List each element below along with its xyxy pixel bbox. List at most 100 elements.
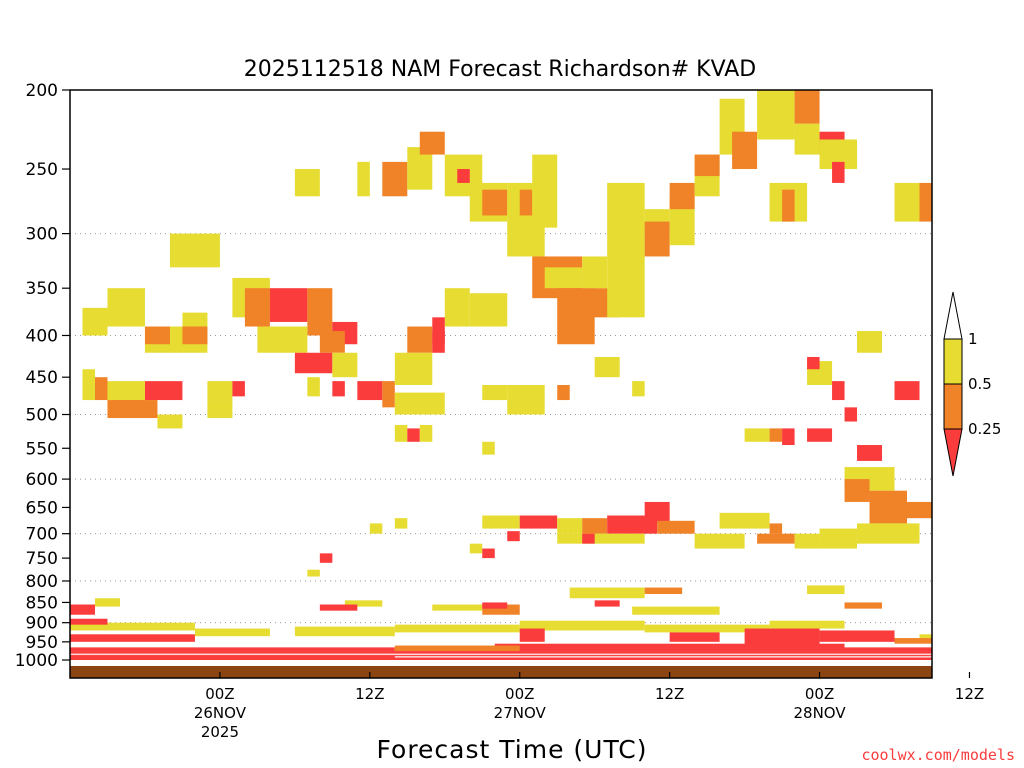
ri-cell <box>807 428 833 442</box>
ri-cell <box>182 326 208 345</box>
ri-cell <box>394 424 408 442</box>
ri-cell <box>744 628 820 646</box>
ri-cell <box>857 445 883 461</box>
ri-cell <box>644 587 683 595</box>
ri-cell <box>482 602 508 609</box>
ri-cell <box>769 620 845 629</box>
ri-cell <box>582 256 608 289</box>
ri-cell <box>569 587 645 599</box>
ri-cell <box>344 600 383 607</box>
ri-cell-gap <box>70 653 1024 656</box>
ri-cell <box>482 515 520 529</box>
ri-cell <box>357 381 383 401</box>
ri-cell <box>732 131 758 170</box>
x-tick-label: 00Z <box>205 685 234 703</box>
y-tick-label: 300 <box>26 225 58 245</box>
ri-cell <box>307 377 320 397</box>
y-tick-label: 700 <box>26 525 58 545</box>
ri-cell <box>557 384 570 401</box>
ri-cell <box>70 618 108 625</box>
x-tick-label: 28NOV <box>794 704 847 722</box>
chart-title: 2025112518 NAM Forecast Richardson# KVAD <box>244 57 756 82</box>
ri-cell <box>782 428 795 446</box>
ri-cell <box>207 400 233 419</box>
ri-cell <box>207 381 233 401</box>
ri-cell <box>107 288 145 327</box>
ri-cell <box>832 161 845 183</box>
ri-cell <box>394 518 408 529</box>
ri-cell <box>894 638 932 644</box>
ri-cell <box>482 548 495 559</box>
ri-cell <box>519 628 545 642</box>
ri-cell <box>507 531 520 542</box>
y-tick-label: 850 <box>26 593 58 613</box>
ri-cell <box>844 647 932 652</box>
ri-cell <box>319 553 333 563</box>
ri-cell <box>632 381 645 397</box>
ri-cell <box>519 189 533 216</box>
ri-cell <box>70 604 95 615</box>
ri-cell <box>519 515 558 529</box>
ri-cell <box>794 123 820 155</box>
ri-cell <box>432 604 483 611</box>
y-tick-label: 500 <box>26 406 58 426</box>
ri-cell <box>70 647 395 652</box>
legend-red-triangle <box>943 428 963 477</box>
site-credit[interactable]: coolwx.com/models <box>861 746 1015 764</box>
x-axis-ticks: 00Z26NOV202512Z00Z27NOV12Z00Z28NOV12Z00Z… <box>194 672 984 741</box>
legend-yellow-box <box>943 338 963 385</box>
ri-cell <box>457 169 470 183</box>
ri-cell <box>232 381 245 397</box>
ri-cell <box>744 428 770 442</box>
ri-cell <box>819 630 895 642</box>
ri-cell <box>144 326 170 345</box>
y-tick-label: 250 <box>26 160 58 180</box>
y-tick-label: 650 <box>26 498 58 518</box>
ri-cell <box>607 182 645 318</box>
ri-cell <box>582 533 595 544</box>
y-tick-label: 400 <box>26 326 58 346</box>
ri-cell <box>294 169 320 197</box>
y-tick-label: 750 <box>26 549 58 569</box>
ri-cell <box>794 90 820 124</box>
y-tick-label: 950 <box>26 633 58 653</box>
ri-cell <box>269 288 308 322</box>
ri-cell <box>444 288 470 327</box>
ri-cell <box>257 326 308 353</box>
x-axis-label: Forecast Time (UTC) <box>377 735 648 764</box>
ri-cell <box>644 624 770 633</box>
ri-cell <box>332 352 358 378</box>
ri-cell <box>844 602 883 609</box>
ri-cell <box>594 600 620 607</box>
y-tick-label: 900 <box>26 614 58 634</box>
ri-cell <box>894 182 920 222</box>
ri-cell <box>394 392 445 415</box>
legend-label-0.5: 0.5 <box>968 375 992 393</box>
ri-cell <box>519 620 645 631</box>
y-tick-label: 800 <box>26 572 58 592</box>
ri-cell <box>919 182 932 222</box>
ri-cell <box>194 628 270 637</box>
ri-cell <box>757 533 795 544</box>
plot-frame <box>69 89 933 679</box>
legend-top-triangle <box>943 291 963 340</box>
x-tick-label: 00Z <box>805 685 834 703</box>
ri-cell <box>82 369 95 401</box>
legend-label-0.25: 0.25 <box>968 420 1001 438</box>
ri-cell <box>482 384 508 401</box>
ri-cell <box>632 606 720 615</box>
ri-cell <box>244 288 270 327</box>
ri-cell <box>94 598 120 607</box>
ri-cell <box>769 523 783 534</box>
ri-cell <box>169 233 220 268</box>
ri-cell <box>644 501 670 524</box>
ri-cell <box>369 523 383 534</box>
ri-cell <box>494 643 845 652</box>
ri-cell <box>70 634 195 642</box>
x-tick-label: 12Z <box>355 685 384 703</box>
ri-cell <box>894 381 920 401</box>
ri-cell <box>907 501 932 519</box>
ri-cell <box>719 512 770 529</box>
ri-cell <box>844 407 858 422</box>
ri-cell <box>544 267 583 289</box>
